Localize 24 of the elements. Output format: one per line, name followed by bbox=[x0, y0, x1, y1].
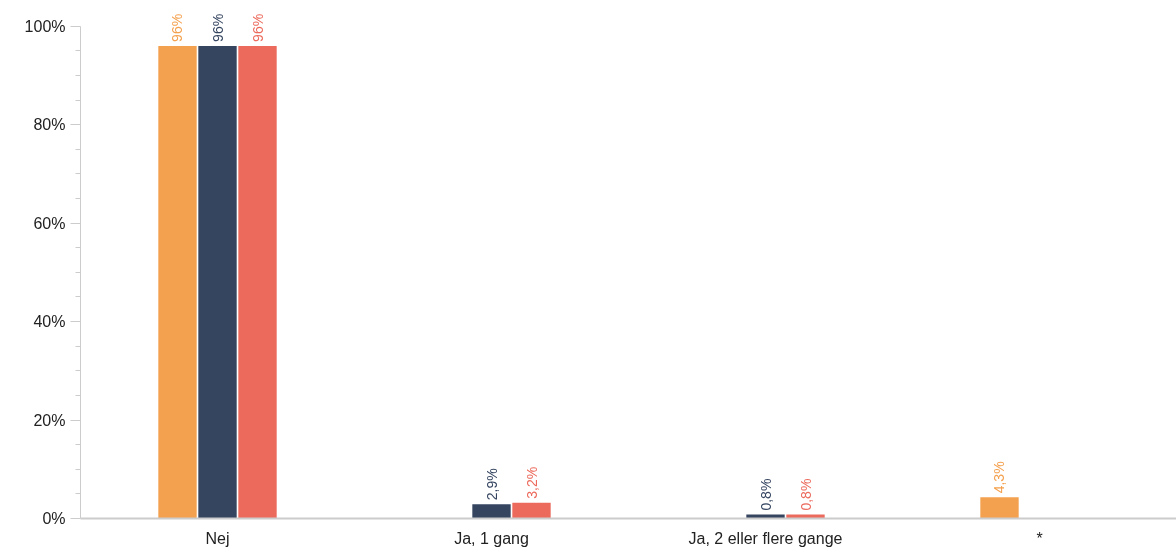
y-tick-label: 40% bbox=[33, 313, 66, 331]
bar bbox=[158, 45, 197, 519]
x-tick-label: * bbox=[1036, 529, 1043, 547]
bar bbox=[472, 504, 511, 519]
data-label: 4,3% bbox=[991, 461, 1008, 494]
y-tick-label: 60% bbox=[33, 214, 66, 232]
y-tick-label: 100% bbox=[24, 17, 66, 35]
bar bbox=[198, 45, 237, 519]
data-label: 0,8% bbox=[757, 478, 774, 511]
data-label: 3,2% bbox=[523, 466, 540, 499]
bar bbox=[238, 45, 277, 519]
y-tick-label: 0% bbox=[42, 510, 66, 527]
x-tick-label: Nej bbox=[205, 529, 230, 547]
y-tick-label: 80% bbox=[33, 116, 66, 134]
data-label: 96% bbox=[209, 13, 226, 42]
data-label: 96% bbox=[249, 13, 266, 42]
bar bbox=[512, 502, 551, 519]
data-label: 2,9% bbox=[483, 468, 500, 501]
x-tick-label: Ja, 2 eller flere gange bbox=[688, 529, 843, 547]
y-tick-label: 20% bbox=[33, 411, 66, 429]
x-tick-label: Ja, 1 gang bbox=[454, 529, 529, 547]
data-label: 0,8% bbox=[797, 478, 814, 511]
data-label: 96% bbox=[169, 13, 186, 42]
bar bbox=[980, 497, 1019, 519]
